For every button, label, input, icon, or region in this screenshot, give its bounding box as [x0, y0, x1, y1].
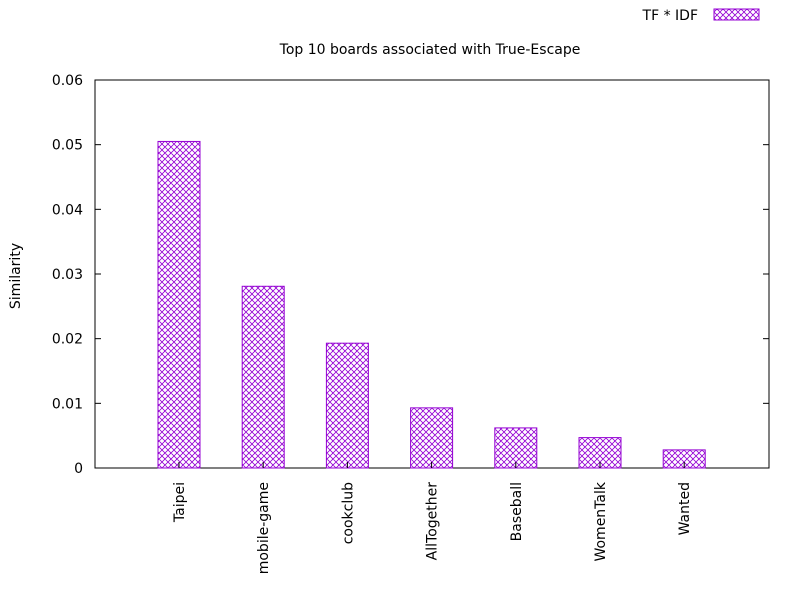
x-tick-label: Wanted	[677, 482, 693, 535]
y-tick-label: 0.02	[52, 332, 83, 348]
x-tick-label: Taipei	[172, 482, 188, 523]
legend-swatch	[713, 8, 760, 21]
y-tick-label: 0.01	[52, 396, 83, 412]
bar-cookclub	[325, 342, 369, 469]
bar-taipei	[157, 140, 201, 469]
x-tick-label: WomenTalk	[593, 481, 609, 561]
x-tick-label: mobile-game	[256, 482, 272, 574]
x-tick-label: Baseball	[509, 482, 525, 541]
y-axis: 0 0.01 0.02 0.03 0.04 0.05 0.06	[52, 73, 769, 477]
y-tick-label: 0.05	[52, 138, 83, 154]
x-tick-label: cookclub	[340, 482, 356, 544]
x-axis: Taipei mobile-game cookclub AllTogether Base…	[172, 462, 693, 574]
y-axis-label: Similarity	[8, 243, 24, 309]
bar-mobile-game	[241, 285, 285, 469]
y-tick-label: 0.03	[52, 267, 83, 283]
y-tick-label: 0	[74, 461, 83, 477]
bars	[157, 140, 706, 469]
chart-title: Top 10 boards associated with True-Escap…	[279, 42, 581, 58]
legend-label: TF * IDF	[642, 8, 698, 24]
bar-baseball	[494, 427, 538, 469]
legend: TF * IDF	[642, 8, 760, 24]
y-tick-label: 0.04	[52, 202, 83, 218]
x-tick-label: AllTogether	[425, 482, 441, 561]
bar-alltogether	[410, 407, 454, 469]
y-tick-label: 0.06	[52, 73, 83, 89]
